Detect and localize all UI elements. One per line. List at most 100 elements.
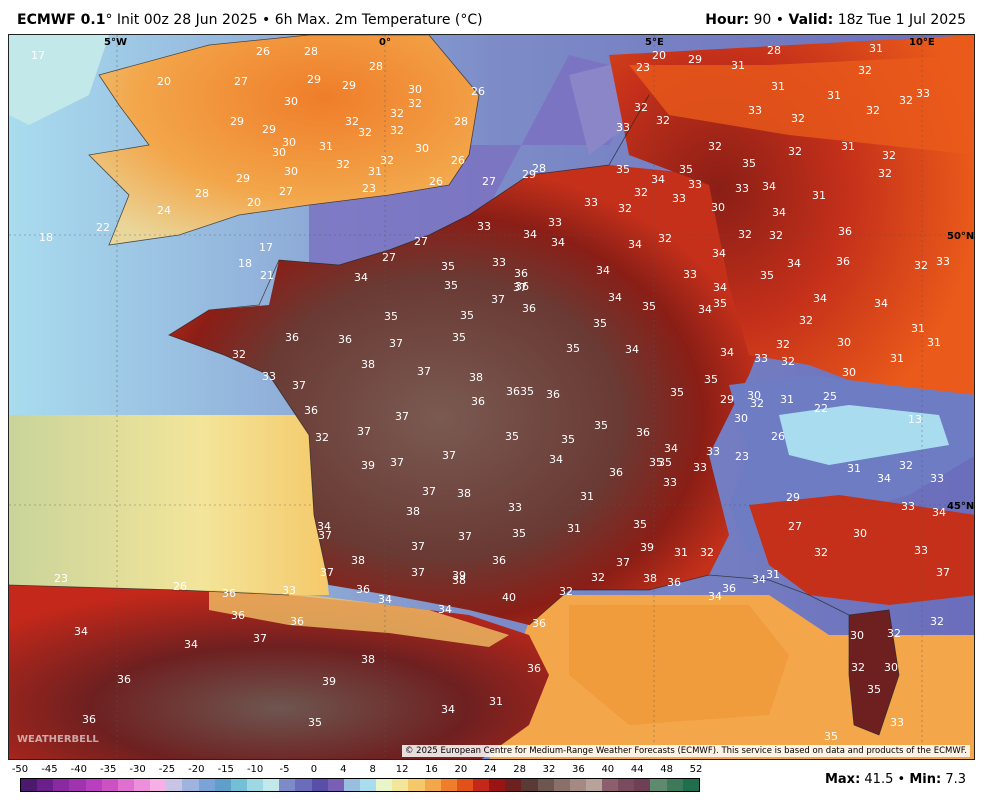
temperature-label: 37 <box>458 530 472 543</box>
temperature-label: 29 <box>786 491 800 504</box>
temperature-label: 33 <box>890 716 904 729</box>
temperature-label: 31 <box>766 568 780 581</box>
temperature-label: 34 <box>378 593 392 606</box>
temperature-label: 26 <box>173 580 187 593</box>
temperature-label: 31 <box>927 336 941 349</box>
temperature-label: 27 <box>279 185 293 198</box>
temperature-label: 29 <box>236 172 250 185</box>
temperature-label: 29 <box>230 115 244 128</box>
temperature-label: 36 <box>356 583 370 596</box>
temperature-label: 36 <box>532 617 546 630</box>
great-britain <box>89 35 479 245</box>
colorbar-tick-labels: -50 -45 -40 -35 -30 -25 -20 -15 -10 -5 0 4 8 12 16 20 24… <box>12 764 703 776</box>
temperature-label: 35 <box>760 269 774 282</box>
weatherbell-watermark: WEATHERBELL <box>17 734 99 745</box>
temperature-label: 31 <box>674 546 688 559</box>
temperature-label: 38 <box>351 554 365 567</box>
temperature-label: 27 <box>234 75 248 88</box>
colorbar-swatch <box>408 779 425 791</box>
temperature-label: 33 <box>706 445 720 458</box>
max-min-separator: • <box>897 772 906 787</box>
colorbar-tick: 20 <box>454 764 468 775</box>
temperature-label: 32 <box>899 459 913 472</box>
temperature-label: 23 <box>54 572 68 585</box>
temperature-label: 30 <box>853 527 867 540</box>
temperature-label: 34 <box>596 264 610 277</box>
lon-label-5w: 5°W <box>104 37 127 48</box>
temperature-label: 32 <box>591 571 605 584</box>
temperature-label: 36 <box>117 673 131 686</box>
temperature-label: 34 <box>625 343 639 356</box>
colorbar-swatch <box>150 779 167 791</box>
temperature-label: 38 <box>361 653 375 666</box>
temperature-label: 36 <box>222 587 236 600</box>
colorbar-swatch <box>166 779 183 791</box>
temperature-label: 37 <box>616 556 630 569</box>
temperature-label: 33 <box>282 584 296 597</box>
colorbar-swatch <box>505 779 522 791</box>
temperature-label: 34 <box>441 703 455 716</box>
temperature-label: 33 <box>477 220 491 233</box>
colorbar-tick: 36 <box>572 764 585 775</box>
temperature-label: 35 <box>713 297 727 310</box>
temperature-label: 17 <box>259 241 273 254</box>
colorbar-swatch <box>37 779 54 791</box>
coastlines <box>9 35 900 736</box>
temperature-label: 27 <box>382 251 396 264</box>
temperature-label: 38 <box>457 487 471 500</box>
temperature-label: 36 <box>285 331 299 344</box>
temperature-label: 29 <box>688 53 702 66</box>
temperature-label: 30 <box>272 146 286 159</box>
temperature-label: 37 <box>417 365 431 378</box>
temperature-label: 35 <box>658 456 672 469</box>
temperature-label: 35 <box>444 279 458 292</box>
chart-title: ECMWF 0.1° Init 00z 28 Jun 2025 • 6h Max… <box>17 12 483 28</box>
colorbar-swatch <box>101 779 118 791</box>
temperature-label: 37 <box>253 632 267 645</box>
temperature-label: 32 <box>914 259 928 272</box>
temperature-label: 31 <box>847 462 861 475</box>
colorbar-swatch <box>263 779 280 791</box>
colorbar-swatch <box>295 779 312 791</box>
temperature-label: 26 <box>771 430 785 443</box>
temperature-label: 34 <box>877 472 891 485</box>
valid-info: Hour: 90 • Valid: 18z Tue 1 Jul 2025 <box>705 12 966 28</box>
temperature-label: 25 <box>823 390 837 403</box>
colorbar-swatch <box>198 779 215 791</box>
temperature-label: 32 <box>738 228 752 241</box>
temperature-label: 32 <box>315 431 329 444</box>
colorbar-swatch <box>666 779 683 791</box>
temperature-label: 31 <box>911 322 925 335</box>
temperature-label: 34 <box>698 303 712 316</box>
temperature-label: 35 <box>384 310 398 323</box>
graticule <box>9 35 974 759</box>
temperature-label: 35 <box>505 430 519 443</box>
temperature-label: 34 <box>628 238 642 251</box>
temperature-label: 20 <box>247 196 261 209</box>
colorbar-tick: 44 <box>630 764 644 775</box>
temperature-label: 33 <box>683 268 697 281</box>
alps-high <box>779 405 949 465</box>
temperature-label: 36 <box>338 333 352 346</box>
lat-label-50n: 50°N <box>947 231 974 242</box>
temperature-label: 34 <box>720 346 734 359</box>
temperature-label: 34 <box>523 228 537 241</box>
temperature-label: 39 <box>640 541 654 554</box>
temperature-label: 35 <box>616 163 630 176</box>
colorbar-tick: 16 <box>425 764 438 775</box>
temperature-label: 32 <box>345 115 359 128</box>
gulf-of-lion <box>569 605 789 725</box>
temperature-label: 17 <box>31 49 45 62</box>
temperature-label: 35 <box>679 163 693 176</box>
temperature-label: 31 <box>771 80 785 93</box>
temperature-label: 23 <box>636 61 650 74</box>
temperature-label: 34 <box>708 590 722 603</box>
temperature-label: 32 <box>380 154 394 167</box>
temperature-label: 33 <box>930 472 944 485</box>
temperature-label: 32 <box>899 94 913 107</box>
colorbar-swatch <box>246 779 264 791</box>
temperature-label: 23 <box>735 450 749 463</box>
temperature-label: 28 <box>532 162 546 175</box>
temperature-label: 35 <box>452 331 466 344</box>
